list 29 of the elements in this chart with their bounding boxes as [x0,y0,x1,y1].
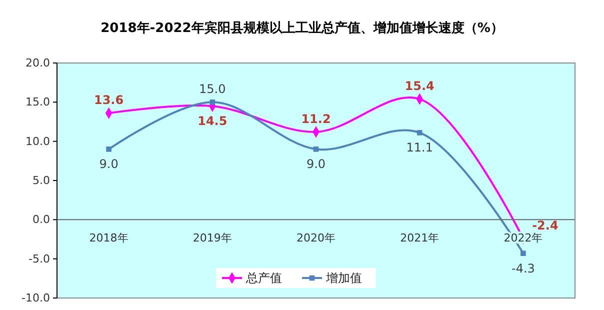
data-label: 15.0 [199,82,226,96]
point [106,146,112,152]
point [210,100,216,105]
data-label: 11.2 [301,112,331,126]
x-tick-label: 2021年 [400,231,440,244]
y-tick-label: 0.0 [32,213,50,226]
data-label: 13.6 [94,93,124,108]
data-label: -2.4 [532,218,558,232]
data-label: 14.5 [198,114,228,128]
point [416,130,422,136]
x-tick-label: 2019年 [192,231,232,244]
point [520,250,526,256]
data-label: 15.4 [404,79,434,94]
point [313,146,319,152]
y-tick-label: 5.0 [32,174,50,188]
data-label: -4.3 [511,261,535,276]
legend-label: 总产值 [245,271,282,285]
x-tick-label: 2020年 [296,231,336,244]
legend-label: 增加值 [325,271,362,285]
y-tick-label: 20.0 [26,56,50,70]
y-tick-label: -5.0 [28,252,50,266]
data-label: 9.0 [306,157,326,172]
y-tick-label: -10.0 [22,292,50,305]
chart-title: 2018年-2022年宾阳县规模以上工业总产值、增加值增长速度（%） [100,20,504,36]
y-tick-label: 15.0 [26,96,50,109]
x-tick-label: 2018年 [89,231,128,244]
data-label: 9.0 [99,157,118,172]
y-tick-label: 10.0 [26,134,50,148]
data-label: 11.1 [406,140,433,155]
